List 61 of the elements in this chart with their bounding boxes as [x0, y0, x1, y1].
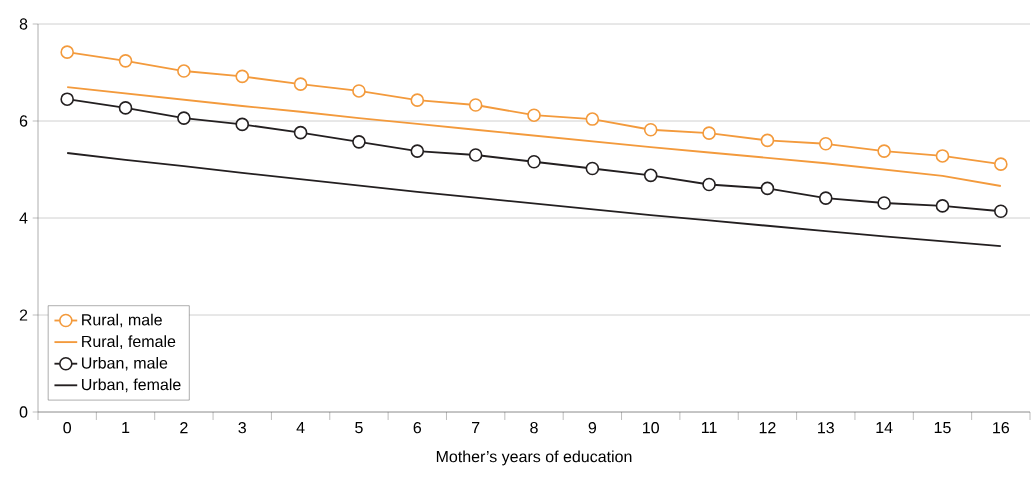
x-tick-label: 6 — [413, 422, 422, 434]
x-tick-label: 9 — [588, 422, 597, 434]
x-tick-label: 14 — [876, 422, 893, 434]
x-axis-title: Mother’s years of education — [436, 450, 632, 466]
point — [877, 196, 891, 210]
point — [235, 69, 250, 84]
y-tick-label: 4 — [19, 212, 28, 224]
point — [818, 137, 833, 151]
point — [235, 117, 250, 132]
x-tick-label: 10 — [643, 422, 659, 434]
x-tick-label: 5 — [355, 422, 363, 434]
x-tick-label: 11 — [701, 422, 717, 434]
legend-label: Rural, male — [82, 313, 162, 328]
point — [177, 64, 191, 78]
point — [935, 149, 950, 163]
x-tick-label: 1 — [122, 422, 130, 434]
point — [118, 54, 133, 68]
point — [585, 112, 600, 126]
x-tick-label: 0 — [63, 422, 72, 434]
legend-label: Rural, female — [82, 335, 176, 349]
point — [643, 122, 658, 137]
point — [760, 133, 775, 148]
point — [177, 111, 191, 125]
point — [410, 144, 425, 158]
point — [994, 204, 1008, 219]
x-tick-label: 16 — [993, 422, 1010, 434]
legend-label: Urban, male — [82, 356, 168, 371]
y-tick-label: 0 — [19, 406, 28, 418]
x-tick-label: 8 — [530, 422, 538, 434]
point — [702, 126, 716, 140]
point — [293, 125, 308, 140]
point — [468, 98, 483, 112]
y-tick-label: 6 — [19, 115, 28, 127]
point — [527, 154, 541, 169]
point — [410, 93, 425, 107]
point — [352, 84, 366, 98]
point — [527, 108, 541, 122]
point — [877, 144, 891, 158]
point — [760, 181, 775, 196]
point — [468, 148, 483, 162]
x-tick-label: 2 — [180, 422, 188, 434]
point — [818, 191, 833, 205]
x-tick-label: 15 — [934, 422, 951, 434]
point — [118, 101, 133, 115]
point — [702, 177, 716, 192]
x-tick-label: 12 — [759, 422, 776, 434]
x-tick-label: 4 — [296, 422, 305, 434]
point — [60, 45, 74, 59]
point — [60, 92, 74, 106]
point — [293, 77, 308, 91]
x-tick-label: 13 — [818, 422, 834, 434]
point — [643, 168, 658, 183]
point — [585, 161, 600, 176]
point — [935, 199, 950, 213]
legend-label: Urban, female — [82, 378, 181, 393]
point — [994, 157, 1008, 171]
x-tick-label: 7 — [472, 422, 480, 434]
y-tick-label: 2 — [19, 309, 28, 321]
y-tick-label: 8 — [19, 18, 28, 30]
x-tick-label: 3 — [238, 422, 246, 434]
point — [352, 135, 366, 149]
